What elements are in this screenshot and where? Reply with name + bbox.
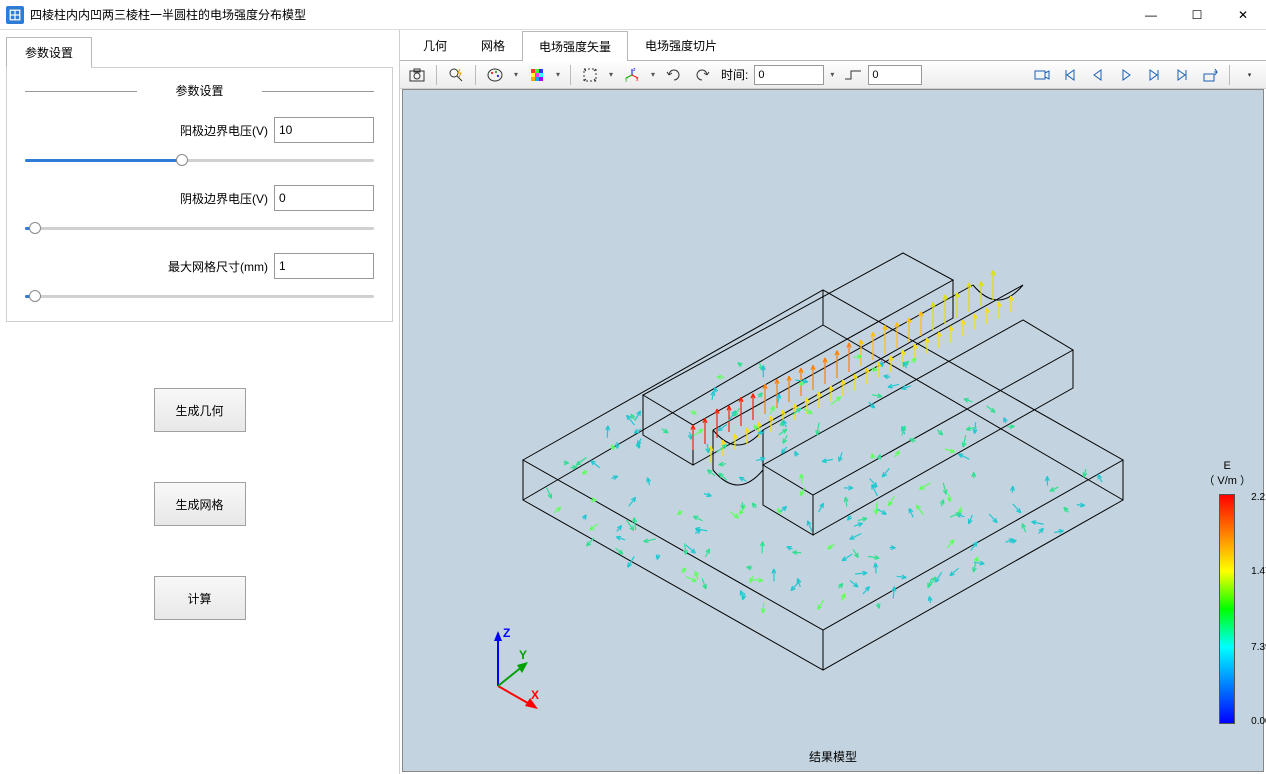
viewport-toolbar: ▾ ▾ ▾ zx y ▾ 时间: ▾ ▾ [400,61,1266,89]
param-label: 最大网格尺寸(mm) [168,258,268,275]
step-function-icon[interactable] [840,64,866,86]
record-icon[interactable] [1029,64,1055,86]
legend-tick: 0.000e+00 [1251,716,1266,727]
svg-text:z: z [633,67,636,73]
fieldset-title: 参数设置 [25,82,374,99]
viewport-3d[interactable]: Z X Y E （ V/m ） 2.218e+04 1.479e+04 7.39… [402,89,1264,772]
zoom-lightning-icon[interactable] [443,64,469,86]
close-button[interactable]: ✕ [1220,0,1266,30]
prev-frame-icon[interactable] [1085,64,1111,86]
mesh-size-input[interactable] [274,253,374,279]
skip-end-icon[interactable] [1169,64,1195,86]
mesh-size-slider[interactable] [25,289,374,303]
tab-geometry[interactable]: 几何 [406,30,464,60]
legend-tick: 2.218e+04 [1251,492,1266,503]
titlebar: 四棱柱内内凹两三棱柱一半圆柱的电场强度分布模型 — ☐ ✕ [0,0,1266,30]
legend-colorbar [1219,494,1235,724]
axis-view-icon[interactable]: zx y [619,64,645,86]
palette-icon[interactable] [482,64,508,86]
anode-voltage-slider[interactable] [25,153,374,167]
param-label: 阳极边界电压(V) [180,122,268,139]
compute-button[interactable]: 计算 [154,576,246,620]
param-row-mesh: 最大网格尺寸(mm) [25,253,374,279]
result-model-render [463,200,1183,720]
palette-dropdown[interactable]: ▾ [510,64,522,86]
right-panel: 几何 网格 电场强度矢量 电场强度切片 ▾ ▾ ▾ zx y ▾ 时间: ▾ [400,30,1266,774]
generate-geometry-button[interactable]: 生成几何 [154,388,246,432]
time-label: 时间: [721,66,748,83]
fit-dropdown[interactable]: ▾ [605,64,617,86]
result-tabs: 几何 网格 电场强度矢量 电场强度切片 [400,30,1266,61]
legend-tick: 7.394e+03 [1251,642,1266,653]
app-logo-icon [6,6,24,24]
param-row-anode: 阳极边界电压(V) [25,117,374,143]
color-legend: E （ V/m ） 2.218e+04 1.479e+04 7.394e+03 … [1203,460,1251,733]
toolbar-menu-icon[interactable]: ▾ [1236,64,1262,86]
svg-text:Y: Y [519,648,527,662]
cathode-voltage-slider[interactable] [25,221,374,235]
minimize-button[interactable]: — [1128,0,1174,30]
generate-mesh-button[interactable]: 生成网格 [154,482,246,526]
tab-mesh[interactable]: 网格 [464,30,522,60]
svg-text:y: y [625,77,628,83]
cube-dropdown[interactable]: ▾ [552,64,564,86]
fit-view-icon[interactable] [577,64,603,86]
legend-units: （ V/m ） [1203,472,1251,488]
cube-color-icon[interactable] [524,64,550,86]
svg-text:Z: Z [503,626,510,640]
axis-gizmo: Z X Y [473,621,553,711]
left-panel: 参数设置 参数设置 阳极边界电压(V) 阴极边界电压(V) 最大网格尺寸(mm) [0,30,400,774]
tab-field-vector[interactable]: 电场强度矢量 [522,31,628,61]
cathode-voltage-input[interactable] [274,185,374,211]
svg-text:X: X [531,688,539,702]
param-label: 阴极边界电压(V) [180,190,268,207]
tab-field-slice[interactable]: 电场强度切片 [628,30,734,60]
time-input[interactable] [868,65,922,85]
rotate-ccw-icon[interactable] [661,64,687,86]
screenshot-icon[interactable] [404,64,430,86]
rotate-cw-icon[interactable] [689,64,715,86]
play-icon[interactable] [1113,64,1139,86]
skip-start-icon[interactable] [1057,64,1083,86]
left-tab-params[interactable]: 参数设置 [6,37,92,68]
maximize-button[interactable]: ☐ [1174,0,1220,30]
legend-title: E [1203,460,1251,472]
svg-text:x: x [636,77,639,83]
viewport-label: 结果模型 [809,748,857,765]
time-select[interactable] [754,65,824,85]
export-icon[interactable] [1197,64,1223,86]
param-row-cathode: 阴极边界电压(V) [25,185,374,211]
anode-voltage-input[interactable] [274,117,374,143]
next-frame-icon[interactable] [1141,64,1167,86]
param-panel: 参数设置 阳极边界电压(V) 阴极边界电压(V) 最大网格尺寸(mm) [6,67,393,322]
time-dropdown[interactable]: ▾ [826,64,838,86]
axis-dropdown[interactable]: ▾ [647,64,659,86]
legend-tick: 1.479e+04 [1251,566,1266,577]
window-title: 四棱柱内内凹两三棱柱一半圆柱的电场强度分布模型 [30,6,1128,23]
